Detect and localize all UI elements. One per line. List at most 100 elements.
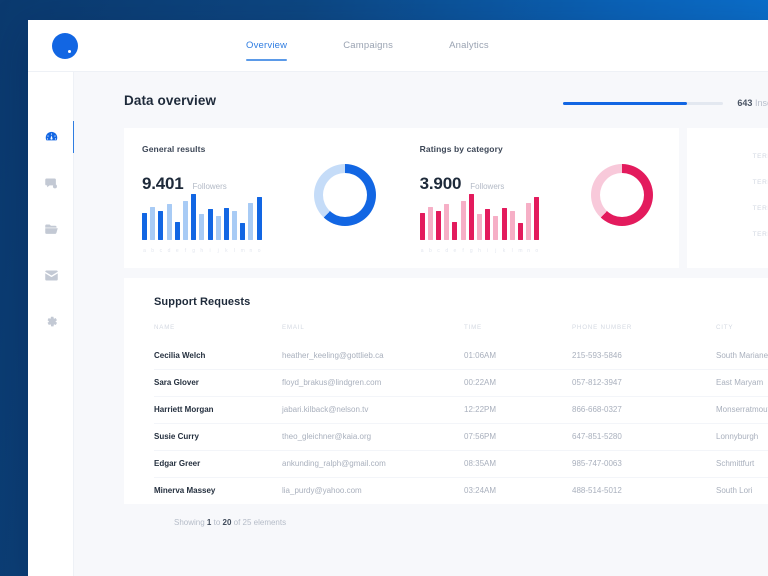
axis-tick-label: j: [217, 248, 219, 254]
bar: [191, 194, 197, 240]
cell-name: Minerva Massey: [154, 477, 282, 504]
bar: [166, 204, 172, 240]
cell-city: South Mariane: [716, 351, 768, 360]
bar: [240, 222, 246, 240]
bar: [460, 201, 466, 240]
cell-email: theo_gleichner@kaia.org: [282, 423, 464, 451]
card-title: General results: [142, 144, 206, 154]
insertions-progress: 643 Insertions: [563, 98, 768, 108]
bar: [444, 204, 450, 240]
bar: [509, 211, 515, 240]
support-requests-title: Support Requests: [154, 296, 251, 308]
cell-city: East Maryam: [716, 369, 768, 397]
cell-time: 00:22AM: [464, 369, 572, 397]
bar: [182, 201, 188, 240]
bar: [150, 206, 156, 240]
axis-tick-label: e: [175, 248, 179, 254]
gear-icon: [44, 314, 59, 329]
table-row[interactable]: Edgar Greer ankunding_ralph@gmail.com 08:3…: [154, 450, 768, 478]
column-header-name[interactable]: NAME: [154, 324, 176, 331]
cell-name: Harriett Morgan: [154, 396, 282, 424]
table-row[interactable]: Harriett Morgan jabari.kilback@nelson.tv 1…: [154, 396, 768, 424]
progress-label: 643 Insertions: [737, 98, 768, 108]
cell-email: jabari.kilback@nelson.tv: [282, 396, 464, 424]
bar: [436, 211, 442, 240]
progress-track[interactable]: [563, 101, 724, 105]
main-content: Data overview 643 Insertions General res…: [74, 72, 768, 576]
axis-tick-label: b: [151, 248, 155, 254]
column-header-city[interactable]: CITY: [716, 324, 734, 331]
cell-phone: 488-514-5012: [572, 477, 716, 504]
card-title: Ratings by category: [419, 144, 503, 154]
bar: [142, 213, 147, 240]
axis-tick-label: c: [437, 248, 440, 254]
bar: [174, 221, 180, 240]
sidebar-item-settings[interactable]: [28, 298, 74, 344]
axis-tick-label: o: [535, 248, 539, 254]
donut-chart-ratings: [591, 164, 654, 226]
axis-tick-label: e: [453, 248, 457, 254]
column-header-time[interactable]: TIME: [464, 324, 482, 331]
table-row[interactable]: Sara Glover floyd_brakus@lindgren.com 00:2…: [154, 369, 768, 397]
axis-tick-label: k: [225, 248, 228, 254]
axis-tick-label: l: [234, 248, 236, 254]
cell-email: floyd_brakus@lindgren.com: [282, 369, 464, 397]
table-row[interactable]: Susie Curry theo_gleichner@kaia.org 07:56P…: [154, 423, 768, 451]
axis-tick-label: i: [487, 248, 489, 254]
page-header: Data overview 643 Insertions: [74, 72, 768, 128]
bar: [452, 221, 458, 240]
cell-city: South Lori: [716, 477, 768, 504]
cell-name: Susie Curry: [154, 423, 282, 451]
cell-name: Edgar Greer: [154, 450, 282, 478]
cell-phone: 866-668-0327: [572, 396, 716, 424]
dashboard-icon: [44, 130, 59, 145]
axis-tick-label: b: [428, 248, 432, 254]
term-row: TERM 2: [752, 179, 768, 186]
pagination-summary: Showing 1 to 20 of 25 elements: [124, 518, 768, 527]
axis-tick-label: h: [200, 248, 204, 254]
progress-value: 643: [737, 98, 753, 108]
sidebar-item-messages[interactable]: [28, 160, 74, 206]
app-logo-icon[interactable]: [52, 32, 78, 59]
bar: [493, 216, 499, 240]
bar: [256, 196, 262, 240]
axis-tick-label: d: [445, 248, 449, 254]
sidebar-item-mail[interactable]: [28, 252, 74, 298]
bar-chart-general: [142, 194, 262, 240]
folder-icon: [44, 222, 59, 237]
progress-unit: Insertions: [754, 98, 768, 108]
cell-time: 03:24AM: [464, 477, 572, 504]
table-body: Cecilia Welch heather_keeling@gottlieb.ca…: [154, 343, 768, 504]
cell-email: heather_keeling@gottlieb.ca: [282, 351, 384, 360]
bar: [158, 211, 164, 240]
cell-time: 01:06AM: [464, 351, 497, 360]
table-row[interactable]: Cecilia Welch heather_keeling@gottlieb.ca…: [154, 343, 768, 370]
bar: [468, 194, 474, 240]
column-header-phone[interactable]: PHONE NUMBER: [572, 324, 633, 331]
nav-tabs: Overview Campaigns Analytics: [246, 20, 545, 71]
cell-city: Monserratmouth: [716, 396, 768, 424]
tab-analytics[interactable]: Analytics: [449, 40, 489, 51]
tab-overview[interactable]: Overview: [246, 20, 288, 71]
sidebar-item-files[interactable]: [28, 206, 74, 252]
table-row[interactable]: Minerva Massey lia_purdy@yahoo.com 03:24AM…: [154, 477, 768, 504]
pagination-to: 20: [222, 518, 232, 527]
pagination-middle: to: [211, 518, 223, 527]
tab-campaigns[interactable]: Campaigns: [343, 40, 394, 51]
axis-tick-label: a: [420, 248, 424, 254]
support-requests-table: NAME EMAIL TIME PHONE NUMBER CITY Cecili…: [154, 324, 768, 504]
axis-tick-label: i: [209, 248, 211, 254]
cell-phone: 647-851-5280: [572, 423, 716, 451]
card-number: 9.401: [142, 174, 184, 193]
axis-tick-label: g: [192, 248, 196, 254]
sidebar-item-dashboard[interactable]: [28, 114, 75, 160]
pagination-from: 1: [206, 518, 212, 527]
bar: [534, 196, 540, 240]
column-header-email[interactable]: EMAIL: [282, 324, 305, 331]
pagination-prefix: Showing: [174, 518, 207, 527]
term-row: TERM 1: [752, 153, 768, 160]
axis-tick-label: m: [240, 248, 245, 254]
